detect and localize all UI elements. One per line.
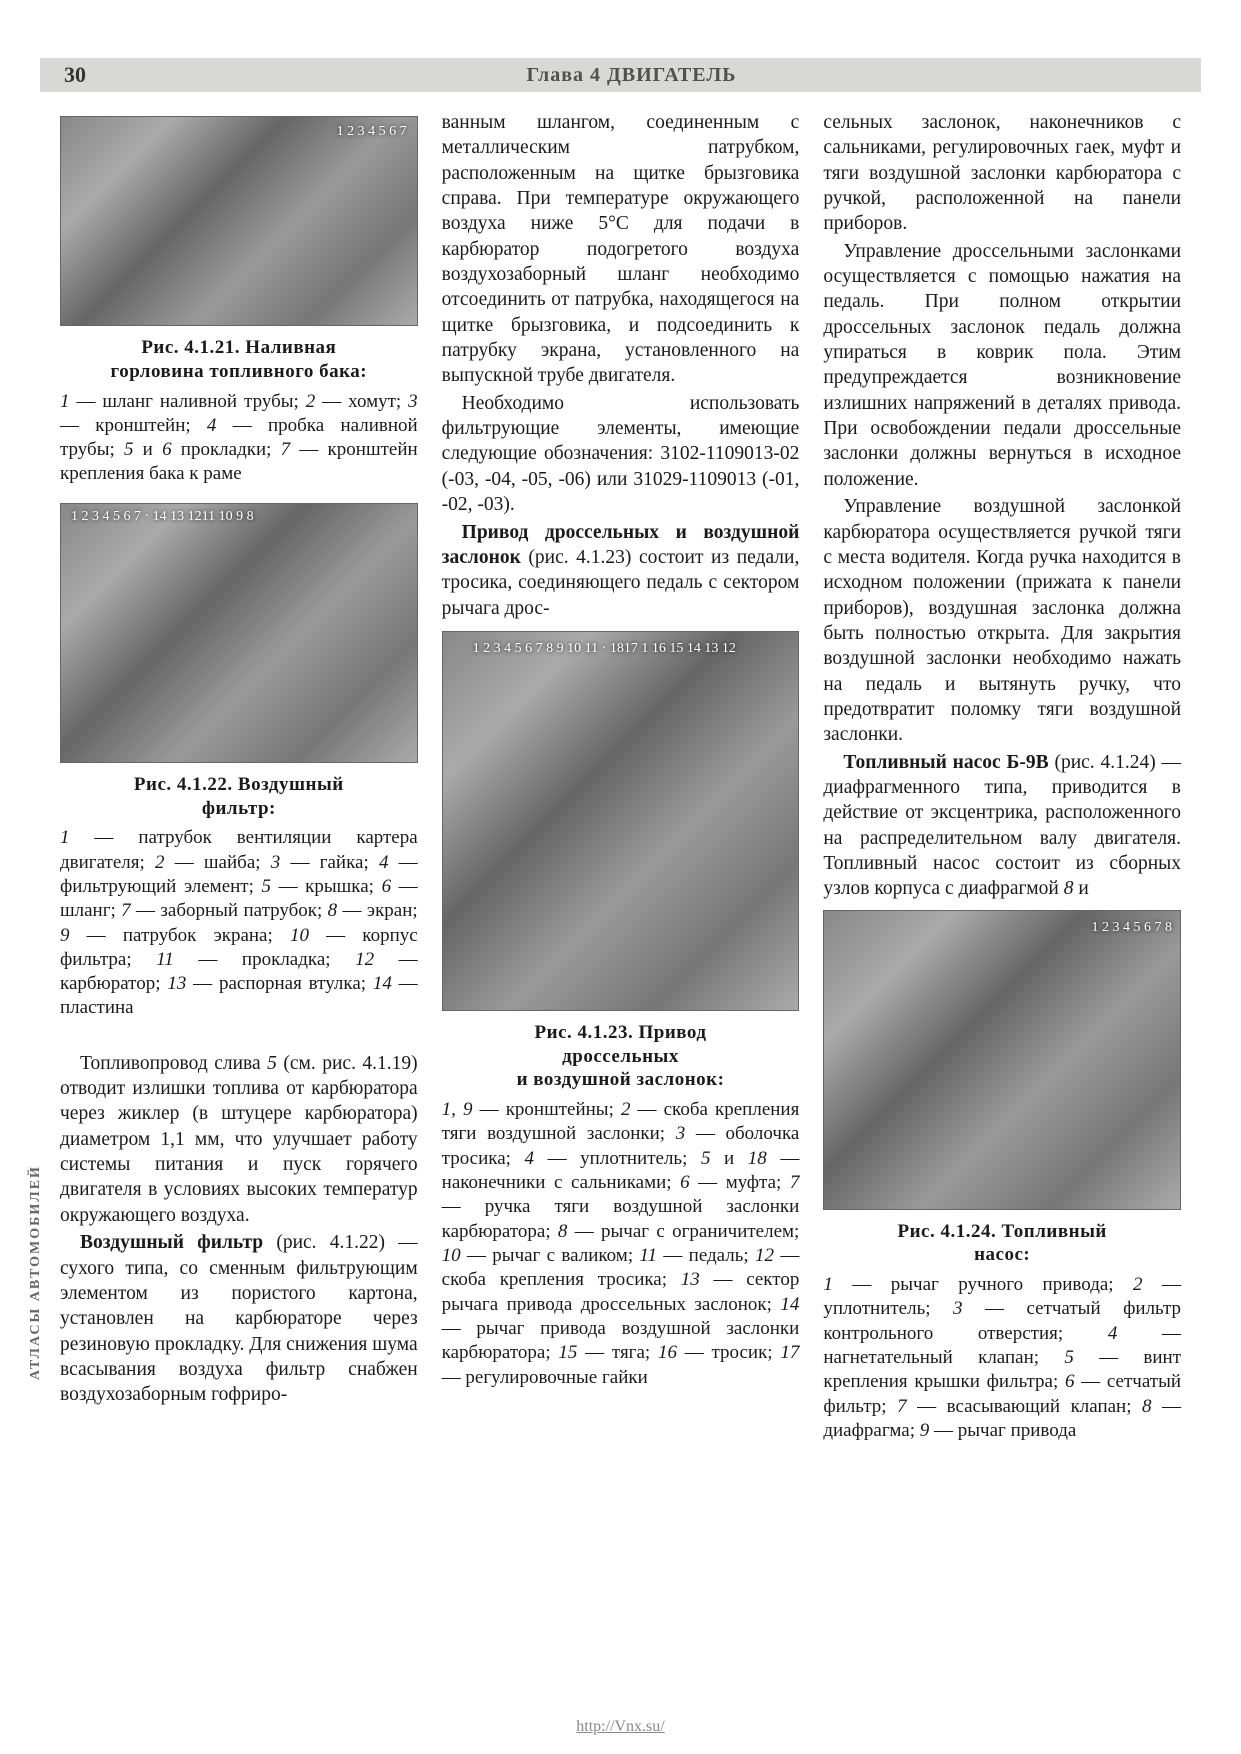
body-paragraph: Топливный насос Б-9В (рис. 4.1.24) — диа… (823, 750, 1181, 902)
column-1: 1 2 3 4 5 6 7 Рис. 4.1.21. Наливная горл… (60, 110, 418, 1694)
figure-caption: Рис. 4.1.22. Воздушный фильтр: (60, 773, 418, 821)
figure-legend: 1 — патрубок вентиляции картера двигател… (60, 826, 418, 1021)
figure-callouts: 1 2 3 4 5 6 7 8 9 10 11 · 1817 1 16 15 1… (473, 640, 736, 658)
figure-legend: 1 — рычаг ручного привода; 2 — уплотните… (823, 1273, 1181, 1443)
page-body: 1 2 3 4 5 6 7 Рис. 4.1.21. Наливная горл… (60, 110, 1181, 1694)
body-paragraph: ванным шлангом, соединенным с металличес… (442, 110, 800, 389)
body-paragraph: Необходимо использовать фильтрующие элем… (442, 391, 800, 518)
fig-caption-line: фильтр: (202, 798, 276, 819)
figure-legend: 1 — шланг наливной трубы; 2 — хомут; 3 —… (60, 390, 418, 487)
body-paragraph: сельных заслонок, наконечников с сальник… (823, 110, 1181, 237)
figure-caption: Рис. 4.1.21. Наливная горловина топливно… (60, 336, 418, 384)
fig-caption-line: Рис. 4.1.23. Привод (535, 1022, 707, 1043)
fig-caption-line: Рис. 4.1.22. Воздушный (134, 774, 344, 795)
fig-caption-line: и воздушной заслонок: (517, 1069, 725, 1090)
figure-callouts: 1 2 3 4 5 6 7 · 14 13 1211 10 9 8 (71, 508, 407, 526)
page-number: 30 (64, 62, 86, 88)
fig-caption-line: насос: (974, 1244, 1030, 1265)
body-paragraph: Управление дроссельными заслонками осуще… (823, 239, 1181, 492)
figure-callouts: 1 2 3 4 5 6 7 (337, 123, 407, 141)
figure-legend: 1, 9 — кронштейны; 2 — скоба крепления т… (442, 1098, 800, 1390)
page-header: 30 Глава 4 ДВИГАТЕЛЬ (40, 58, 1201, 92)
footer-link[interactable]: http://Vnx.su/ (0, 1718, 1241, 1736)
figure-caption: Рис. 4.1.23. Привод дроссельных и воздуш… (442, 1021, 800, 1092)
column-3: сельных заслонок, наконечников с сальник… (823, 110, 1181, 1694)
figure-4-1-22: 1 2 3 4 5 6 7 · 14 13 1211 10 9 8 (60, 503, 418, 763)
figure-4-1-23: 1 2 3 4 5 6 7 8 9 10 11 · 1817 1 16 15 1… (442, 631, 800, 1011)
figure-4-1-24: 1 2 3 4 5 6 7 8 (823, 910, 1181, 1210)
fig-caption-line: Рис. 4.1.21. Наливная (141, 337, 336, 358)
body-paragraph: Воздушный фильтр (рис. 4.1.22) — сухого … (60, 1230, 418, 1407)
fig-caption-line: дроссельных (562, 1046, 679, 1067)
figure-caption: Рис. 4.1.24. Топливный насос: (823, 1220, 1181, 1268)
column-2: ванным шлангом, соединенным с металличес… (442, 110, 800, 1694)
fig-caption-line: Рис. 4.1.24. Топливный (898, 1221, 1107, 1242)
chapter-title: Глава 4 ДВИГАТЕЛЬ (86, 64, 1177, 87)
figure-4-1-21: 1 2 3 4 5 6 7 (60, 116, 418, 326)
body-paragraph: Топливопровод слива 5 (см. рис. 4.1.19) … (60, 1051, 418, 1228)
body-paragraph: Управление воздушной заслонкой карбюрато… (823, 494, 1181, 747)
body-paragraph: Привод дроссельных и воздушной заслонок … (442, 520, 800, 621)
sidebar-vertical-label: АТЛАСЫ АВТОМОБИЛЕЙ (28, 1165, 44, 1380)
figure-callouts: 1 2 3 4 5 6 7 8 (1092, 919, 1173, 937)
fig-caption-line: горловина топливного бака: (111, 361, 368, 382)
